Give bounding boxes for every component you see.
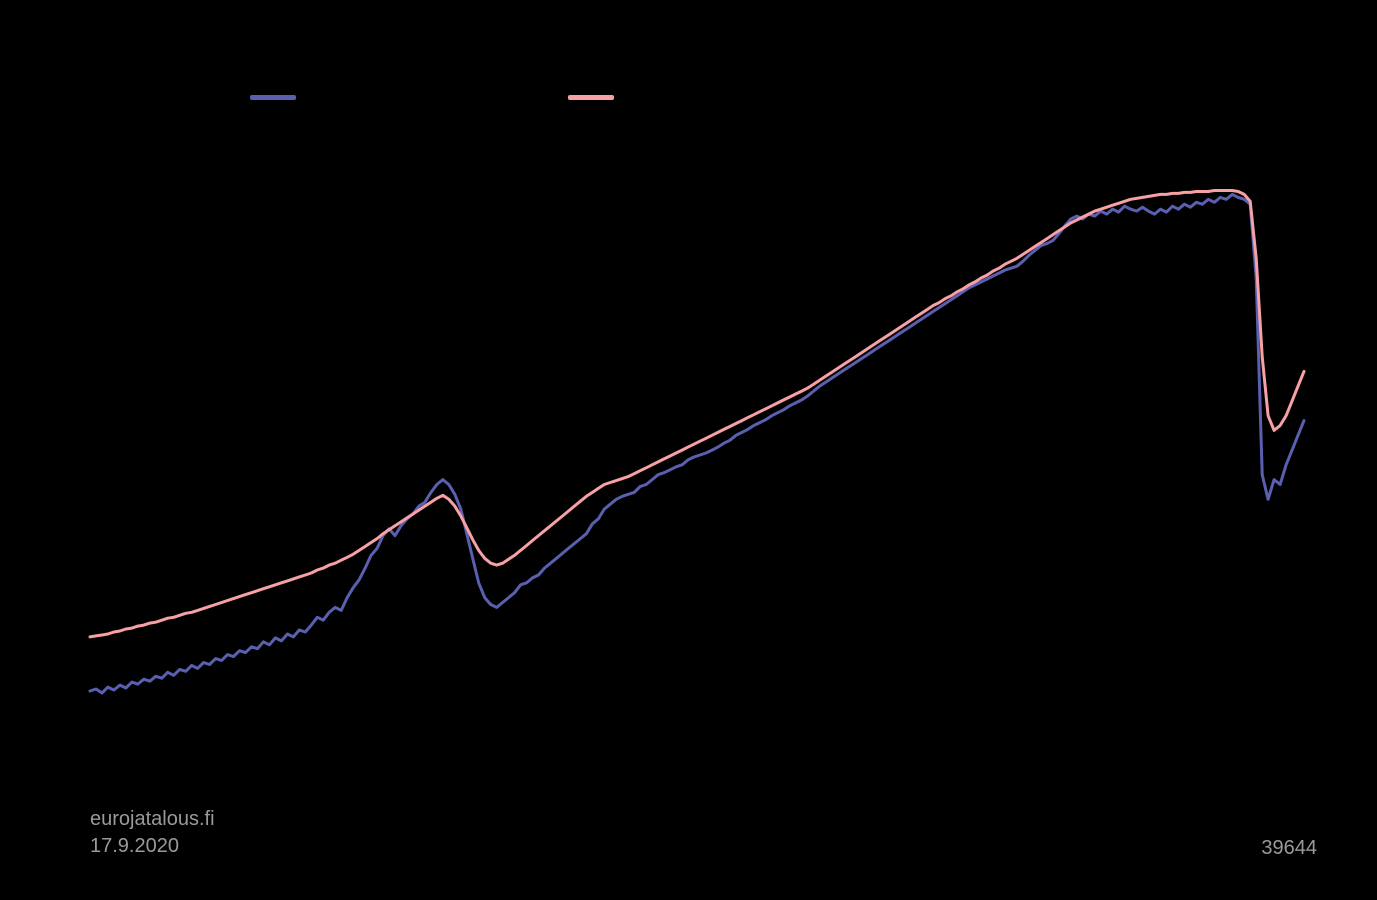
legend-swatch-b — [568, 95, 614, 100]
footer-date: 17.9.2020 — [90, 833, 215, 860]
footer-source: eurojatalous.fi — [90, 806, 215, 833]
line-chart — [0, 0, 1377, 900]
chart-container: eurojatalous.fi 17.9.2020 39644 — [0, 0, 1377, 900]
legend-item — [250, 95, 308, 100]
legend — [250, 95, 626, 100]
legend-item — [568, 95, 626, 100]
footer-left: eurojatalous.fi 17.9.2020 — [90, 806, 215, 860]
footer-code: 39644 — [1261, 837, 1317, 860]
legend-swatch-a — [250, 95, 296, 100]
